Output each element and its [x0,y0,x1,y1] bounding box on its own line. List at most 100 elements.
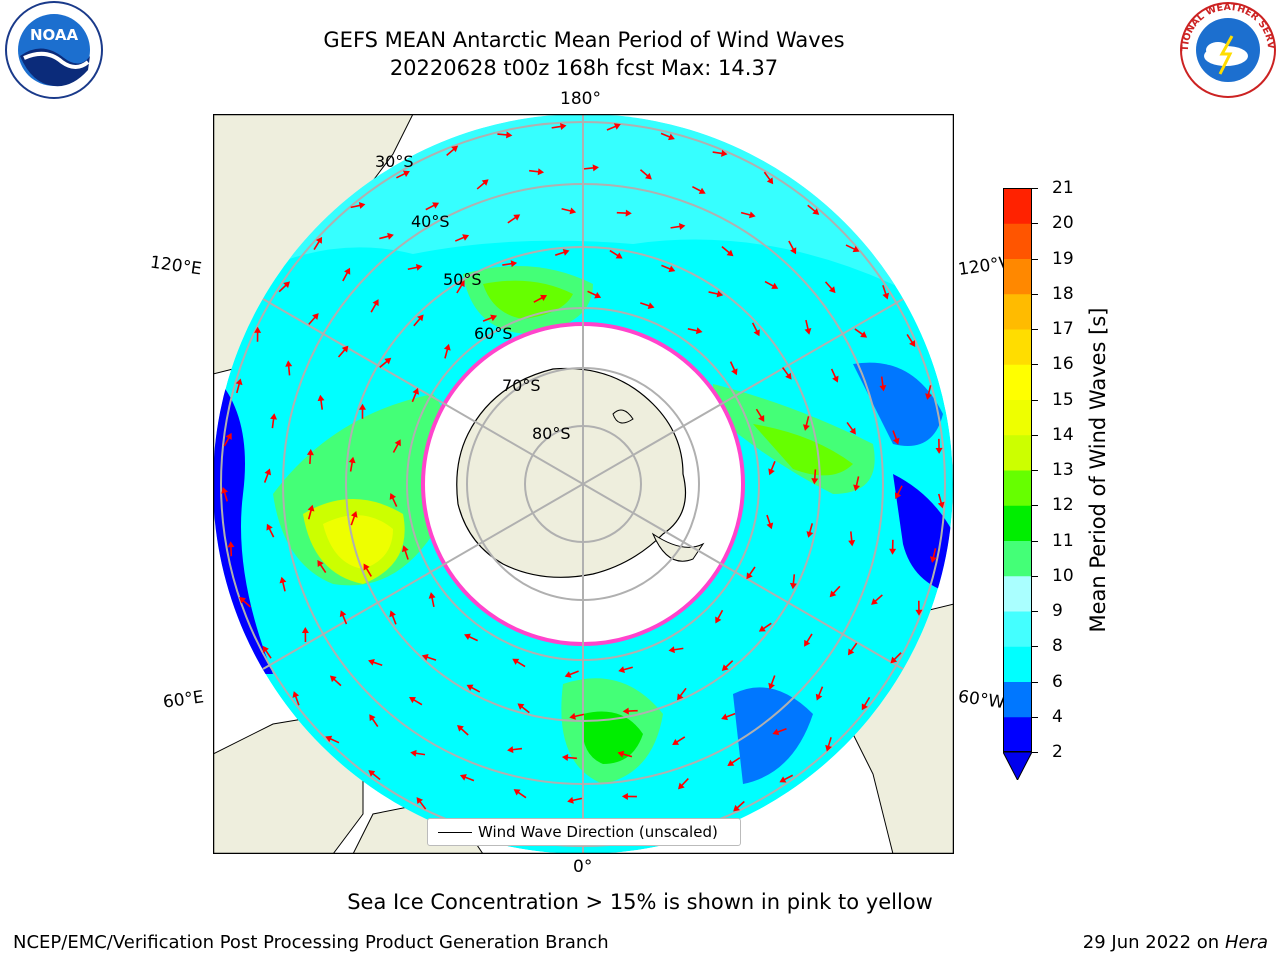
wind-wave-arrow [746,566,756,580]
colorbar-tick-label: 13 [1052,460,1074,480]
wind-wave-arrow [763,171,774,185]
wind-wave-arrow [677,777,689,790]
wind-wave-arrow [306,449,314,465]
wind-wave-arrow [235,378,243,394]
lat-label-70s: 70°S [502,376,541,395]
wind-wave-arrow [512,658,526,668]
colorbar-band [1003,434,1032,471]
colorbar-band [1003,540,1032,577]
wind-wave-arrow [350,202,366,209]
colorbar-tick-label: 20 [1052,213,1074,234]
wind-wave-arrow [915,600,923,616]
wind-wave-arrow [871,594,883,605]
map-panel: 30°S 40°S 50°S 60°S 70°S 80°S Wind Wave … [213,114,954,854]
wind-wave-arrow [758,622,772,632]
colorbar-tick-mark [1032,505,1038,507]
wind-wave-arrow [788,240,797,255]
wind-wave-arrow [363,563,372,577]
wind-wave-arrow [223,432,232,447]
colorbar-tick-mark [1032,223,1038,225]
colorbar-tick-label: 4 [1052,706,1063,727]
wind-wave-arrow [755,408,765,422]
wind-wave-arrow [239,596,251,608]
wind-wave-arrow [894,485,903,500]
wind-wave-arrow [507,214,521,224]
wind-wave-arrow [618,666,633,674]
colorbar-tick-mark [1032,611,1038,612]
lat-label-50s: 50°S [443,270,482,289]
wind-wave-arrow [410,749,426,757]
colorbar-band [1003,611,1032,647]
wind-wave-arrow [830,368,839,383]
footer-date-text: 29 Jun 2022 on [1082,932,1220,953]
colorbar-tick-label: 12 [1052,495,1074,516]
wind-wave-arrow [507,746,523,754]
wind-wave-arrow [811,469,819,485]
wind-wave-arrow [369,714,379,728]
wind-wave-arrow [425,202,440,211]
lon-label-upper-left: 120°E [148,252,203,280]
wind-wave-arrow [517,703,530,714]
colorbar-band [1003,681,1032,718]
wind-wave-arrow [411,387,419,403]
wind-wave-arrow [401,545,409,560]
colorbar-tick-label: 18 [1052,283,1074,304]
colorbar-band [1003,505,1032,541]
colorbar-tick-label: 2 [1052,742,1063,762]
wind-wave-arrow [407,263,423,271]
wind-wave-arrow [639,169,652,180]
colorbar-tick-label: 17 [1052,319,1074,339]
wind-wave-arrow [428,592,436,608]
colorbar-band [1003,293,1032,330]
caption: Sea Ice Concentration > 15% is shown in … [347,890,933,914]
colorbar-tick-label: 21 [1052,178,1074,198]
wind-wave-arrow [772,727,787,736]
wind-wave-arrow [721,660,734,672]
wind-wave-arrow [457,724,469,736]
colorbar-tick-mark [1032,575,1038,577]
colorbar-tick-mark [1032,540,1038,542]
colorbar-tick-mark [1032,681,1038,683]
wind-wave-arrow [482,314,498,322]
wind-wave-arrow [413,314,424,327]
wind-wave-arrow [712,149,728,157]
wind-wave-arrow [359,403,367,419]
colorbar-band [1003,716,1032,753]
wind-wave-arrow [848,531,856,547]
wind-wave-arrow [263,468,272,483]
wind-wave-arrow [892,430,900,445]
wind-wave-arrow [254,326,262,342]
wind-wave-arrow [890,652,902,664]
colorbar-tick-label: 14 [1052,424,1074,445]
colorbar-tick-label: 6 [1052,671,1063,692]
wind-wave-arrow [781,367,792,380]
legend-line-swatch [438,832,472,833]
wind-wave-arrow [379,357,392,368]
wind-wave-arrow [368,659,383,667]
colorbar-tick-mark [1032,329,1038,330]
wind-wave-arrow [513,789,527,799]
wind-wave-arrow [617,750,633,758]
wind-wave-arrow [806,523,814,538]
wind-wave-arrow [677,687,687,701]
wind-wave-arrow [497,131,513,139]
wind-wave-arrow [466,684,481,693]
wind-wave-arrow [569,712,585,720]
wind-wave-arrow [325,735,340,744]
map-legend: Wind Wave Direction (unscaled) [427,818,741,846]
wind-wave-arrow [389,610,397,625]
colorbar-band [1003,470,1032,506]
colorbar-band [1003,399,1032,436]
colorbar-tick-mark [1032,752,1038,753]
lat-label-80s: 80°S [532,424,571,443]
lon-label-top: 180° [560,89,601,109]
wind-wave-arrow [721,712,736,721]
colorbar-tick-label: 10 [1052,565,1074,586]
colorbar-tick-mark [1032,399,1038,401]
wind-wave-arrow [825,737,832,752]
wind-wave-arrow [561,754,577,762]
wind-wave-arrow [379,232,394,240]
wind-wave-arrow [708,290,724,298]
wind-wave-arrow [845,244,860,253]
wind-wave-arrow [409,697,423,706]
